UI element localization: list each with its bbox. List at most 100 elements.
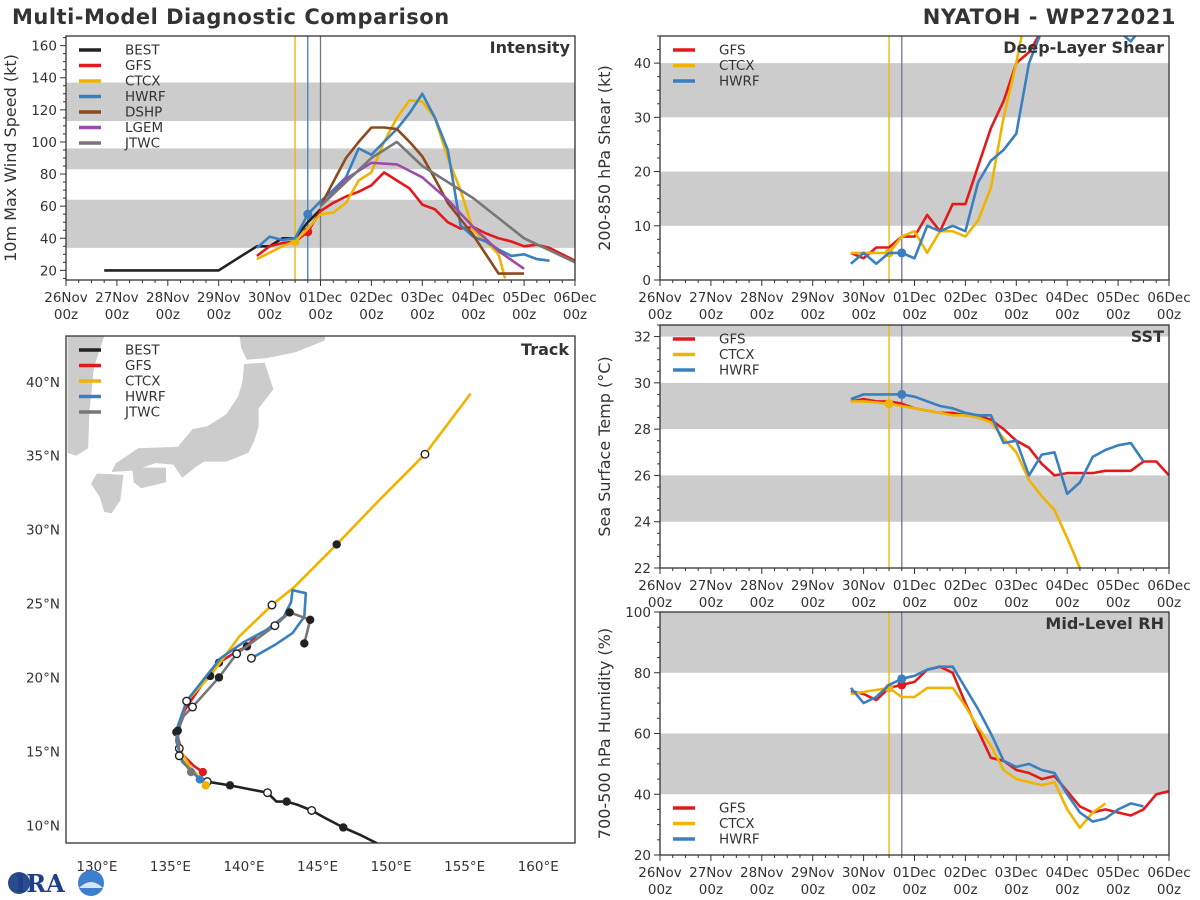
shaded-band bbox=[660, 171, 1169, 226]
legend-label-ctcx: CTCX bbox=[125, 74, 161, 90]
series-line-dshp bbox=[319, 126, 525, 275]
track-line-hwrf bbox=[175, 588, 308, 781]
track-point-filled bbox=[186, 767, 196, 777]
legend-label-best: BEST bbox=[125, 343, 160, 359]
panel-title: Intensity bbox=[490, 38, 571, 57]
panel-shear: 26Nov00z27Nov00z28Nov00z29Nov00z30Nov00z… bbox=[595, 35, 1191, 323]
init-marker-ctcx bbox=[884, 399, 894, 409]
track-point-open bbox=[174, 751, 184, 761]
y-tick-label: 0 bbox=[642, 273, 651, 289]
x-tick-label: 00z bbox=[750, 882, 774, 898]
x-tick-label: 06Dec bbox=[553, 290, 596, 306]
shaded-band bbox=[660, 382, 1169, 430]
x-tick-label: 05Dec bbox=[1096, 290, 1139, 306]
x-tick-label: 03Dec bbox=[401, 290, 444, 306]
x-tick-label: 00z bbox=[648, 307, 672, 323]
y-tick-label: 26 bbox=[634, 468, 651, 484]
lon-tick-label: 145°E bbox=[297, 859, 338, 875]
track-point-open bbox=[270, 621, 280, 631]
track-point-open bbox=[246, 653, 256, 663]
x-tick-label: 00z bbox=[1004, 882, 1028, 898]
lat-tick-label: 35°N bbox=[26, 449, 60, 465]
x-tick-label: 00z bbox=[1004, 307, 1028, 323]
series-line-gfs bbox=[850, 36, 1041, 260]
figure-title: Multi-Model Diagnostic Comparison bbox=[12, 5, 450, 29]
y-tick-label: 80 bbox=[40, 167, 57, 183]
init-marker-hwrf bbox=[897, 674, 907, 684]
x-tick-label: 26Nov bbox=[638, 290, 682, 306]
series-line-ctcx bbox=[850, 400, 1082, 568]
init-marker-hwrf bbox=[897, 389, 907, 399]
land-mass bbox=[132, 467, 166, 489]
shaded-band bbox=[660, 325, 1169, 337]
x-tick-label: 29Nov bbox=[791, 290, 835, 306]
x-tick-label: 00z bbox=[308, 307, 332, 323]
plot-area bbox=[67, 336, 472, 843]
x-tick-label: 01Dec bbox=[893, 865, 936, 881]
legend-label-ctcx: CTCX bbox=[719, 816, 755, 832]
y-tick-label: 60 bbox=[40, 199, 57, 215]
x-tick-label: 00z bbox=[1055, 882, 1079, 898]
x-tick-label: 00z bbox=[1106, 595, 1130, 611]
x-tick-label: 04Dec bbox=[1046, 578, 1089, 594]
x-tick-label: 05Dec bbox=[1096, 865, 1139, 881]
x-tick-label: 01Dec bbox=[893, 578, 936, 594]
series-line-hwrf bbox=[850, 36, 1137, 266]
x-tick-label: 00z bbox=[648, 882, 672, 898]
panel-title: Mid-Level RH bbox=[1045, 614, 1164, 633]
x-tick-label: 26Nov bbox=[638, 578, 682, 594]
legend-label-gfs: GFS bbox=[125, 358, 152, 374]
track-point-filled bbox=[300, 639, 309, 648]
x-tick-label: 00z bbox=[699, 307, 723, 323]
land-mass bbox=[91, 473, 124, 514]
track-point-open bbox=[267, 600, 277, 610]
lon-tick-label: 135°E bbox=[150, 859, 191, 875]
storm-id: NYATOH - WP272021 bbox=[922, 5, 1176, 29]
shaded-band bbox=[660, 612, 1169, 673]
legend-label-hwrf: HWRF bbox=[125, 89, 166, 105]
x-tick-label: 00z bbox=[1055, 595, 1079, 611]
x-tick-label: 00z bbox=[851, 595, 875, 611]
y-tick-label: 40 bbox=[634, 787, 651, 803]
y-tick-label: 100 bbox=[625, 605, 651, 621]
track-point-filled bbox=[306, 615, 315, 625]
x-tick-label: 28Nov bbox=[740, 865, 784, 881]
land-mass bbox=[111, 362, 274, 478]
y-tick-label: 100 bbox=[31, 135, 57, 151]
x-tick-label: 00z bbox=[156, 307, 180, 323]
x-tick-label: 00z bbox=[512, 307, 536, 323]
track-point-open bbox=[263, 788, 273, 798]
x-tick-label: 04Dec bbox=[452, 290, 495, 306]
panel-title: Deep-Layer Shear bbox=[1003, 38, 1164, 57]
x-tick-label: 27Nov bbox=[689, 865, 733, 881]
lat-tick-label: 10°N bbox=[26, 818, 60, 834]
y-axis-label: Sea Surface Temp (°C) bbox=[595, 356, 614, 536]
lat-tick-label: 30°N bbox=[26, 523, 60, 539]
x-tick-label: 27Nov bbox=[689, 578, 733, 594]
x-tick-label: 00z bbox=[1106, 882, 1130, 898]
legend-label-ctcx: CTCX bbox=[125, 374, 161, 390]
panel-track: 130°E 135°E 140°E 145°E 150°E 155°E 160°E10°N1… bbox=[26, 335, 576, 875]
track-point-filled bbox=[282, 797, 291, 806]
x-tick-label: 00z bbox=[750, 595, 774, 611]
y-tick-label: 60 bbox=[634, 727, 651, 743]
track-point-filled bbox=[225, 781, 235, 790]
y-tick-label: 22 bbox=[634, 561, 651, 577]
y-tick-label: 30 bbox=[634, 110, 651, 126]
x-tick-label: 05Dec bbox=[502, 290, 545, 306]
x-tick-label: 06Dec bbox=[1147, 578, 1190, 594]
x-tick-label: 30Nov bbox=[842, 865, 886, 881]
shaded-band bbox=[660, 475, 1169, 522]
track-point-filled bbox=[173, 726, 183, 735]
x-tick-label: 00z bbox=[1106, 307, 1130, 323]
legend-label-gfs: GFS bbox=[125, 58, 152, 74]
y-tick-label: 10 bbox=[634, 219, 651, 235]
series-line-lgem bbox=[319, 161, 525, 270]
legend-label-hwrf: HWRF bbox=[719, 363, 760, 379]
legend-label-hwrf: HWRF bbox=[125, 389, 166, 405]
legend-label-hwrf: HWRF bbox=[719, 832, 760, 848]
legend-label-best: BEST bbox=[125, 43, 160, 59]
x-tick-label: 00z bbox=[902, 882, 926, 898]
plot-area bbox=[660, 36, 1169, 280]
x-tick-label: 00z bbox=[851, 882, 875, 898]
